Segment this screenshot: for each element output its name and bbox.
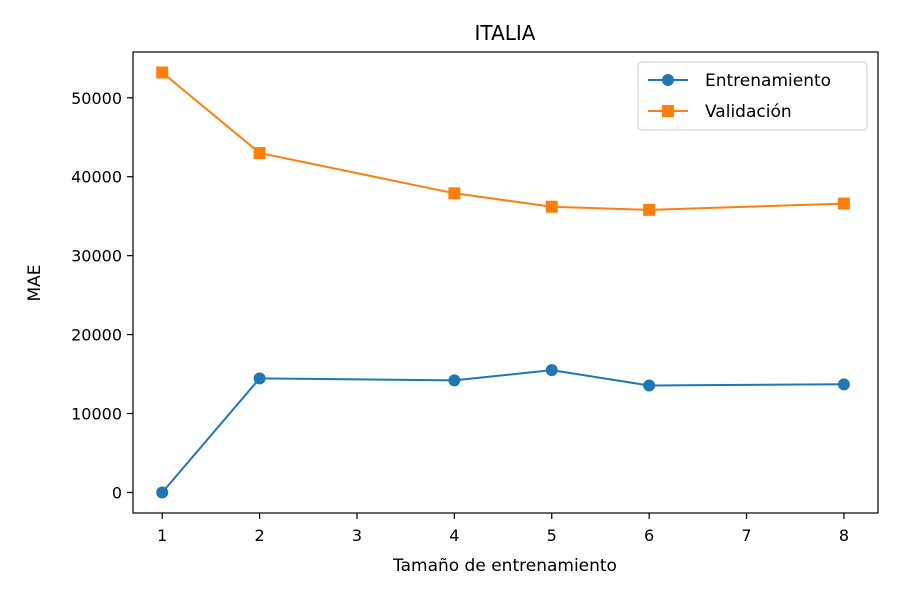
legend: Entrenamiento Validación — [637, 61, 868, 131]
data-point-entrenamiento — [253, 372, 266, 385]
series-line-validacion — [161, 71, 844, 211]
x-tick-label: 7 — [741, 526, 751, 545]
x-tick-label: 2 — [255, 526, 265, 545]
y-tick-label: 10000 — [71, 405, 122, 424]
legend-marker-validacion — [662, 105, 674, 117]
data-point-entrenamiento — [837, 378, 850, 391]
y-tick-label: 40000 — [71, 168, 122, 187]
series-layer — [156, 66, 850, 499]
data-point-validacion — [156, 66, 169, 79]
y-tick-label: 0 — [112, 483, 122, 502]
legend-box — [637, 61, 868, 131]
x-tick-label: 3 — [352, 526, 362, 545]
chart-title: ITALIA — [475, 21, 536, 45]
data-point-entrenamiento — [545, 364, 558, 377]
data-point-validacion — [253, 147, 266, 160]
x-tick-label: 4 — [449, 526, 459, 545]
x-tick-label: 1 — [157, 526, 167, 545]
plot-frame — [132, 51, 879, 514]
data-point-entrenamiento — [448, 374, 461, 387]
legend-label-entrenamiento: Entrenamiento — [705, 71, 831, 91]
legend-label-validacion: Validación — [705, 102, 792, 122]
data-point-validacion — [545, 200, 558, 213]
x-tick-label: 5 — [547, 526, 557, 545]
y-tick-label: 50000 — [71, 89, 122, 108]
data-point-validacion — [643, 203, 656, 216]
x-axis-label: Tamaño de entrenamiento — [392, 556, 617, 576]
y-tick-label: 20000 — [71, 326, 122, 345]
data-point-validacion — [837, 197, 850, 210]
x-tick-label: 6 — [644, 526, 654, 545]
legend-marker-entrenamiento — [662, 74, 674, 86]
y-axis-label: MAE — [25, 264, 45, 301]
ticks-layer: 1 2 3 4 5 6 7 8 0 10000 20000 30000 40000 50000 — [71, 89, 849, 545]
y-tick-label: 30000 — [71, 247, 122, 266]
data-point-validacion — [448, 187, 461, 200]
x-tick-label: 8 — [839, 526, 849, 545]
data-point-entrenamiento — [643, 379, 656, 392]
series-line-entrenamiento — [161, 369, 844, 494]
data-point-entrenamiento — [156, 486, 169, 499]
